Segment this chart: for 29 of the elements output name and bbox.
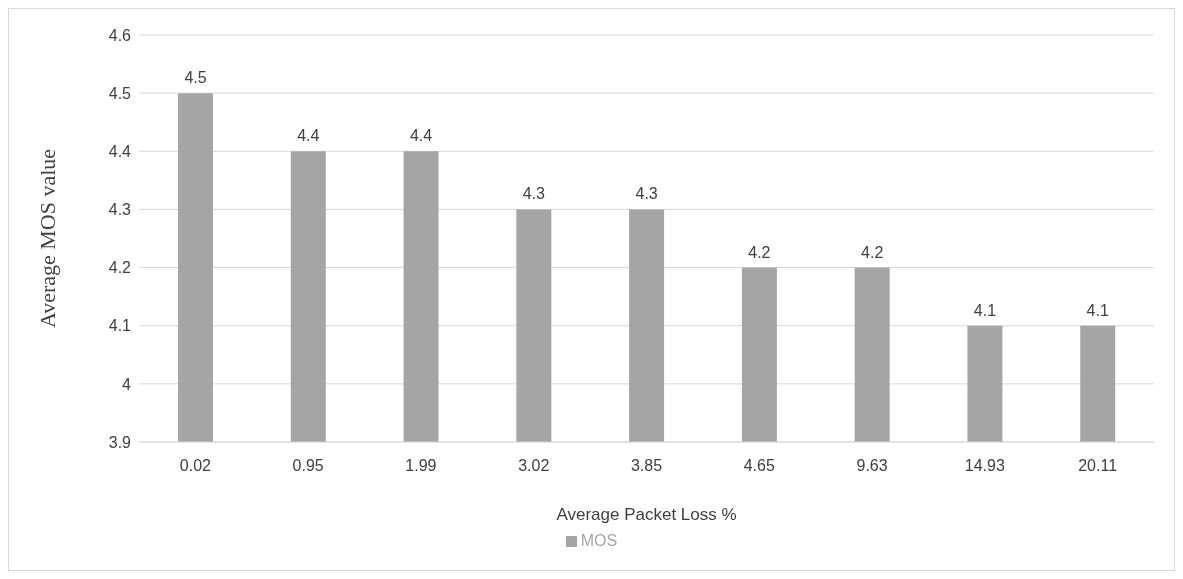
x-tick-label: 0.95 bbox=[292, 457, 324, 475]
data-label: 4.1 bbox=[973, 301, 997, 319]
x-tick-label: 3.85 bbox=[630, 457, 663, 475]
data-label: 4.3 bbox=[522, 185, 546, 203]
data-label: 4.1 bbox=[1086, 301, 1109, 319]
x-tick-label: 20.11 bbox=[1078, 457, 1118, 475]
y-tick-label: 4.2 bbox=[108, 259, 132, 277]
data-label: 4.5 bbox=[184, 69, 207, 87]
y-tick-label: 4.5 bbox=[108, 84, 132, 102]
x-tick-label: 3.02 bbox=[518, 457, 550, 475]
data-label: 4.4 bbox=[409, 127, 433, 145]
data-label: 4.4 bbox=[297, 127, 320, 145]
y-axis-title: Average MOS value bbox=[34, 148, 60, 329]
x-axis-title: Average Packet Loss % bbox=[556, 505, 737, 524]
data-label: 4.2 bbox=[861, 243, 884, 261]
x-tick-label: 9.63 bbox=[856, 457, 888, 475]
data-label: 4.3 bbox=[635, 185, 658, 203]
y-tick-label: 4.4 bbox=[108, 142, 132, 160]
y-tick-label: 3.9 bbox=[108, 433, 132, 451]
x-tick-label: 14.93 bbox=[964, 457, 1005, 475]
x-tick-label: 0.02 bbox=[179, 457, 212, 475]
x-tick-label: 4.65 bbox=[743, 457, 775, 475]
y-tick-label: 4.1 bbox=[108, 317, 132, 335]
x-tick-label: 1.99 bbox=[405, 457, 437, 475]
y-tick-label: 4.6 bbox=[108, 26, 132, 44]
y-tick-label: 4 bbox=[122, 375, 132, 393]
legend-label: MOS bbox=[580, 532, 618, 549]
y-tick-label: 4.3 bbox=[108, 201, 132, 219]
data-label: 4.2 bbox=[748, 243, 771, 261]
